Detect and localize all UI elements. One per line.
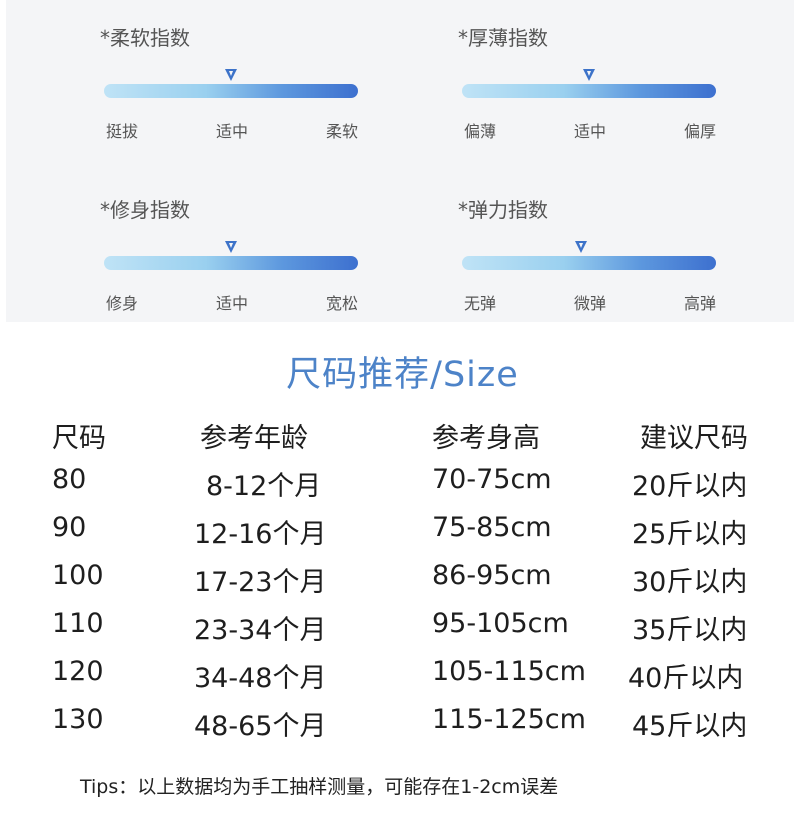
table-cell-height: 86-95cm xyxy=(432,560,552,591)
table-cell-height: 75-85cm xyxy=(432,512,552,543)
table-cell-height: 95-105cm xyxy=(432,608,569,639)
table-cell-weight: 35斤以内 xyxy=(632,615,748,646)
index-bar xyxy=(104,84,358,98)
table-cell-height: 115-125cm xyxy=(432,704,586,735)
index-marker-icon xyxy=(225,69,237,81)
index-bar xyxy=(462,84,716,98)
table-cell-age: 12-16个月 xyxy=(194,519,327,550)
index-label-low: 修身 xyxy=(106,294,139,313)
table-header-weight: 建议尺码 xyxy=(640,423,748,454)
table-cell-size: 90 xyxy=(52,512,87,543)
table-header-size: 尺码 xyxy=(52,423,106,454)
index-label-mid: 适中 xyxy=(216,122,249,141)
index-label-high: 宽松 xyxy=(326,294,359,313)
table-cell-age: 17-23个月 xyxy=(194,567,327,598)
index-bar xyxy=(462,256,716,270)
table-cell-size: 110 xyxy=(52,608,104,639)
table-cell-weight: 30斤以内 xyxy=(632,567,748,598)
table-cell-weight: 25斤以内 xyxy=(632,519,748,550)
fabric-index-panel: *柔软指数 挺拔 适中 柔软 *厚薄指数 偏薄 适中 偏厚 *修身指数 修身 适… xyxy=(6,0,794,322)
index-title: *厚薄指数 xyxy=(458,26,548,50)
index-label-low: 偏薄 xyxy=(464,122,497,141)
table-cell-weight: 40斤以内 xyxy=(628,663,744,694)
index-title: *修身指数 xyxy=(100,198,190,222)
table-cell-weight: 45斤以内 xyxy=(632,711,748,742)
table-cell-size: 100 xyxy=(52,560,104,591)
table-cell-size: 80 xyxy=(52,464,87,495)
index-label-high: 高弹 xyxy=(684,294,717,313)
index-label-high: 偏厚 xyxy=(684,122,717,141)
index-title: *柔软指数 xyxy=(100,26,190,50)
table-cell-age: 23-34个月 xyxy=(194,615,327,646)
index-label-high: 柔软 xyxy=(326,122,359,141)
index-label-mid: 适中 xyxy=(574,122,607,141)
table-cell-height: 105-115cm xyxy=(432,656,586,687)
table-header-height: 参考身高 xyxy=(432,423,540,454)
index-bar xyxy=(104,256,358,270)
index-label-low: 挺拔 xyxy=(106,122,139,141)
table-cell-age: 34-48个月 xyxy=(194,663,327,694)
index-marker-icon xyxy=(575,241,588,253)
index-label-low: 无弹 xyxy=(464,294,497,313)
table-cell-height: 70-75cm xyxy=(432,464,552,495)
index-marker-icon xyxy=(225,241,237,253)
table-header-age: 参考年龄 xyxy=(200,423,308,454)
index-label-mid: 微弹 xyxy=(574,294,607,313)
size-table-title: 尺码推荐/Size xyxy=(286,355,519,395)
table-cell-age: 48-65个月 xyxy=(194,711,327,742)
table-cell-age: 8-12个月 xyxy=(206,471,322,502)
tips-note: Tips：以上数据均为手工抽样测量，可能存在1-2cm误差 xyxy=(80,776,559,798)
table-cell-size: 130 xyxy=(52,704,104,735)
index-title: *弹力指数 xyxy=(458,198,548,222)
table-cell-weight: 20斤以内 xyxy=(632,471,748,502)
table-cell-size: 120 xyxy=(52,656,104,687)
index-marker-icon xyxy=(583,69,595,81)
index-label-mid: 适中 xyxy=(216,294,249,313)
